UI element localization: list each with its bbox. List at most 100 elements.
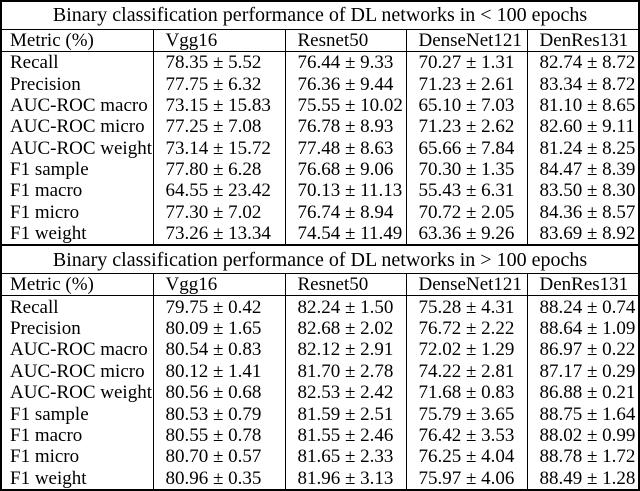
value-cell: 83.50 ± 8.30	[526, 180, 639, 202]
value-cell: 80.96 ± 0.35	[152, 467, 285, 490]
column-header-densenet121: DenseNet121	[405, 29, 527, 52]
value-cell: 76.42 ± 3.53	[405, 424, 527, 447]
table-row: F1 macro 64.55 ± 23.42 70.13 ± 11.13 55.43 …	[1, 180, 639, 202]
value-cell: 80.70 ± 0.57	[152, 446, 285, 468]
value-cell: 80.54 ± 0.83	[152, 339, 285, 361]
value-cell: 82.74 ± 8.72	[526, 51, 639, 74]
table-row: AUC-ROC weight 73.14 ± 15.72 77.48 ± 8.63 6…	[1, 137, 639, 159]
section-1-head: Binary classification performance of DL …	[1, 1, 639, 52]
metric-cell: Precision	[10, 317, 81, 339]
value-cell: 82.24 ± 1.50	[284, 295, 406, 318]
metric-cell: F1 macro	[10, 424, 83, 446]
value-cell: 80.09 ± 1.65	[152, 317, 285, 340]
value-cell: 88.78 ± 1.72	[526, 446, 639, 468]
table-row: AUC-ROC micro 80.12 ± 1.41 81.70 ± 2.78 74.…	[1, 360, 639, 382]
column-header-vgg16: Vgg16	[152, 273, 285, 297]
value-cell: 76.72 ± 2.22	[405, 317, 527, 340]
metric-cell: Recall	[10, 296, 59, 318]
value-cell: 81.10 ± 8.65	[526, 94, 639, 117]
value-cell: 77.48 ± 8.63	[284, 137, 406, 159]
value-cell: 81.24 ± 8.25	[526, 137, 639, 159]
table-row: Recall 78.35 ± 5.52 76.44 ± 9.33 70.27 ± 1.…	[1, 51, 639, 74]
table-row: F1 macro 80.55 ± 0.78 81.55 ± 2.46 76.42 ± …	[1, 424, 639, 447]
column-header-metric: Metric (%)	[1, 29, 153, 52]
value-cell: 70.72 ± 2.05	[405, 201, 527, 224]
section-2-header-row: Metric (%) Vgg16 Resnet50 DenseNet121 De…	[1, 273, 639, 297]
value-cell: 81.70 ± 2.78	[284, 360, 406, 382]
table-row: F1 weight 80.96 ± 0.35 81.96 ± 3.13 75.97 ±…	[1, 467, 639, 490]
metric-cell: Precision	[10, 73, 81, 95]
section-2-rows: Recall 79.75 ± 0.42 82.24 ± 1.50 75.28 ± 4.…	[1, 295, 639, 490]
value-cell: 73.26 ± 13.34	[152, 223, 285, 246]
value-cell: 88.49 ± 1.28	[526, 467, 639, 490]
value-cell: 77.80 ± 6.28	[152, 158, 285, 181]
value-cell: 80.56 ± 0.68	[152, 381, 285, 404]
value-cell: 82.60 ± 9.11	[526, 116, 639, 138]
value-cell: 64.55 ± 23.42	[152, 180, 285, 202]
column-header-denres131: DenRes131	[526, 29, 639, 52]
metric-cell: AUC-ROC macro	[10, 94, 148, 116]
value-cell: 71.68 ± 0.83	[405, 381, 527, 404]
table-row: F1 micro 80.70 ± 0.57 81.65 ± 2.33 76.25 ± …	[1, 446, 639, 468]
table-row: Precision 80.09 ± 1.65 82.68 ± 2.02 76.72 ±…	[1, 317, 639, 340]
value-cell: 73.15 ± 15.83	[152, 94, 285, 117]
metric-cell: F1 weight	[10, 467, 87, 489]
value-cell: 81.65 ± 2.33	[284, 446, 406, 468]
value-cell: 74.54 ± 11.49	[284, 223, 406, 246]
metric-cell: AUC-ROC macro	[10, 339, 148, 361]
value-cell: 76.68 ± 9.06	[284, 158, 406, 181]
section-1-rows: Recall 78.35 ± 5.52 76.44 ± 9.33 70.27 ± 1.…	[1, 51, 639, 246]
value-cell: 76.74 ± 8.94	[284, 201, 406, 224]
metric-cell: AUC-ROC micro	[10, 116, 145, 138]
value-cell: 65.66 ± 7.84	[405, 137, 527, 159]
value-cell: 65.10 ± 7.03	[405, 94, 527, 117]
column-header-resnet50: Resnet50	[284, 273, 406, 297]
value-cell: 80.53 ± 0.79	[152, 403, 285, 425]
value-cell: 70.30 ± 1.35	[405, 158, 527, 181]
value-cell: 80.12 ± 1.41	[152, 360, 285, 382]
metric-cell: F1 macro	[10, 180, 83, 202]
value-cell: 63.36 ± 9.26	[405, 223, 527, 246]
value-cell: 81.55 ± 2.46	[284, 424, 406, 447]
value-cell: 71.23 ± 2.62	[405, 116, 527, 138]
value-cell: 81.96 ± 3.13	[284, 467, 406, 490]
metric-cell: F1 sample	[10, 159, 89, 181]
value-cell: 80.55 ± 0.78	[152, 424, 285, 447]
value-cell: 78.35 ± 5.52	[152, 51, 285, 74]
value-cell: 84.47 ± 8.39	[526, 158, 639, 181]
value-cell: 76.78 ± 8.93	[284, 116, 406, 138]
value-cell: 70.13 ± 11.13	[284, 180, 406, 202]
value-cell: 86.88 ± 0.21	[526, 381, 639, 404]
value-cell: 76.25 ± 4.04	[405, 446, 527, 468]
value-cell: 82.68 ± 2.02	[284, 317, 406, 340]
value-cell: 76.44 ± 9.33	[284, 51, 406, 74]
value-cell: 72.02 ± 1.29	[405, 339, 527, 361]
value-cell: 77.75 ± 6.32	[152, 73, 285, 95]
metric-cell: F1 weight	[10, 223, 87, 245]
value-cell: 84.36 ± 8.57	[526, 201, 639, 224]
metric-cell: AUC-ROC weight	[10, 382, 152, 404]
value-cell: 77.30 ± 7.02	[152, 201, 285, 224]
value-cell: 88.02 ± 0.99	[526, 424, 639, 447]
value-cell: 83.34 ± 8.72	[526, 73, 639, 95]
table-row: Recall 79.75 ± 0.42 82.24 ± 1.50 75.28 ± 4.…	[1, 295, 639, 318]
value-cell: 73.14 ± 15.72	[152, 137, 285, 159]
section-2-head: Binary classification performance of DL …	[1, 244, 639, 297]
value-cell: 86.97 ± 0.22	[526, 339, 639, 361]
metric-cell: Recall	[10, 52, 59, 74]
section-2-title-row: Binary classification performance of DL …	[1, 244, 639, 274]
section-1-title-row: Binary classification performance of DL …	[1, 1, 639, 30]
table-row: Precision 77.75 ± 6.32 76.36 ± 9.44 71.23 ±…	[1, 73, 639, 95]
column-header-vgg16: Vgg16	[152, 29, 285, 52]
table-row: AUC-ROC macro 80.54 ± 0.83 82.12 ± 2.91 72.…	[1, 339, 639, 361]
value-cell: 71.23 ± 2.61	[405, 73, 527, 95]
table-row: AUC-ROC micro 77.25 ± 7.08 76.78 ± 8.93 71.…	[1, 116, 639, 138]
section-title: Binary classification performance of DL …	[1, 1, 639, 30]
column-header-resnet50: Resnet50	[284, 29, 406, 52]
table-row: F1 sample 80.53 ± 0.79 81.59 ± 2.51 75.79 ±…	[1, 403, 639, 425]
value-cell: 79.75 ± 0.42	[152, 295, 285, 318]
table-row: AUC-ROC macro 73.15 ± 15.83 75.55 ± 10.02 6…	[1, 94, 639, 117]
section-1-header-row: Metric (%) Vgg16 Resnet50 DenseNet121 De…	[1, 29, 639, 52]
value-cell: 77.25 ± 7.08	[152, 116, 285, 138]
value-cell: 74.22 ± 2.81	[405, 360, 527, 382]
